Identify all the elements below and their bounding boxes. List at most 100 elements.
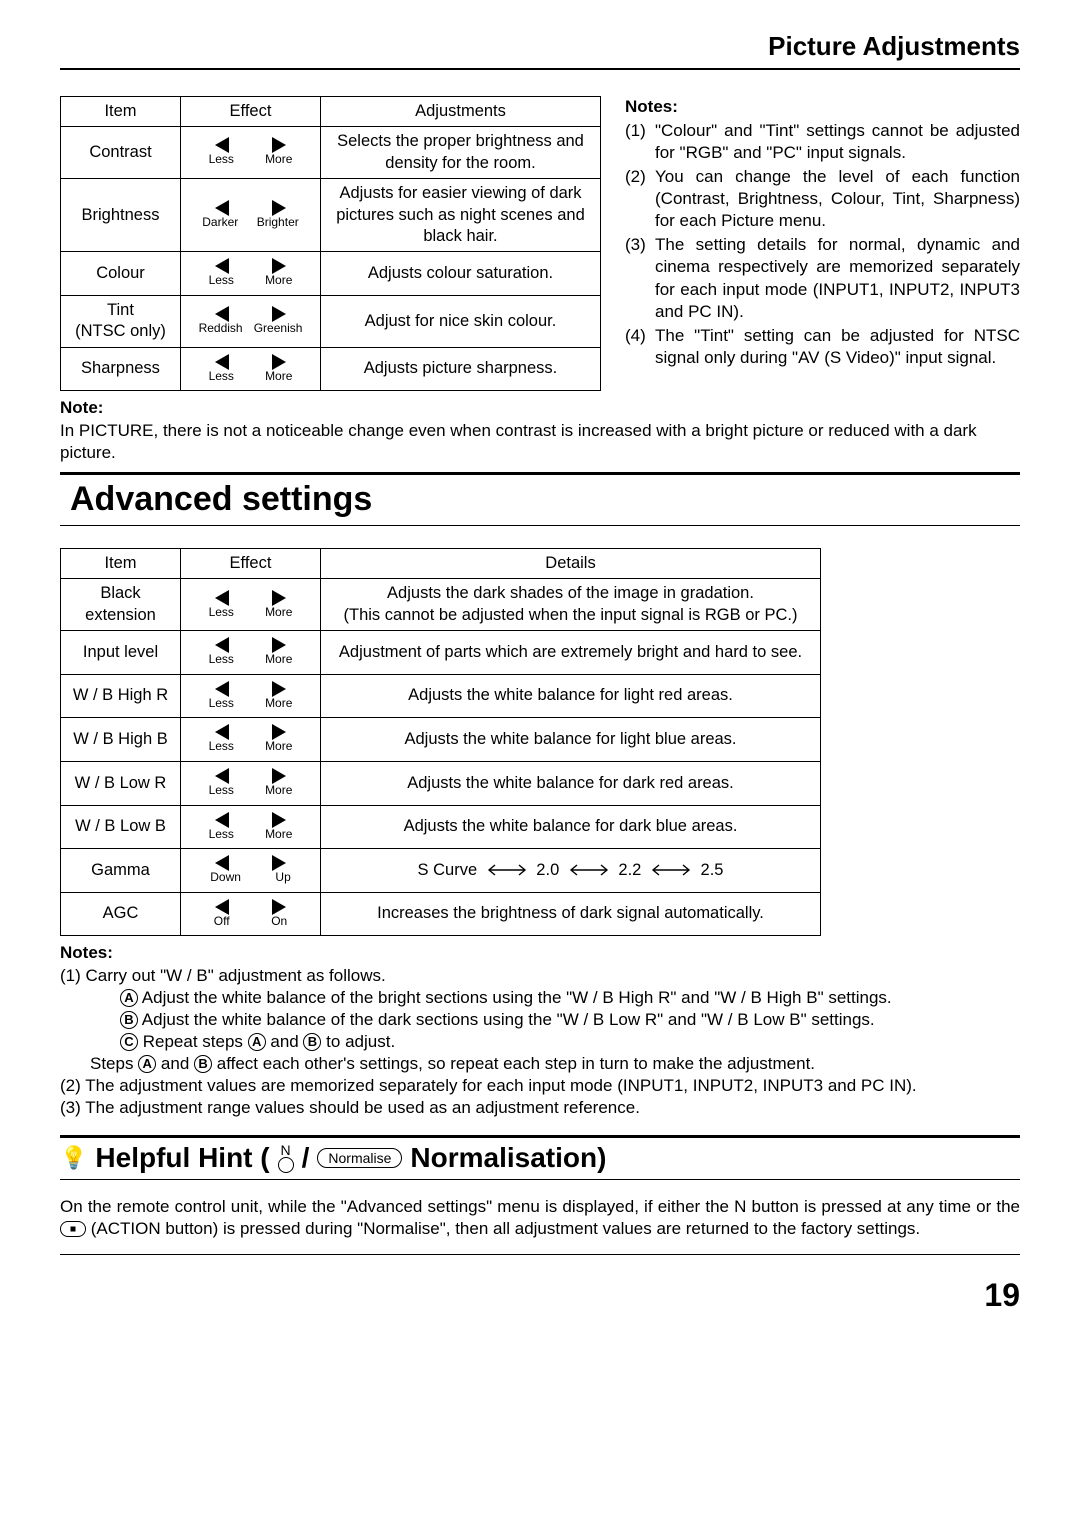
table-row: BlackextensionLessMoreAdjusts the dark s…	[61, 579, 821, 631]
circle-a-icon: A	[138, 1055, 156, 1073]
effect-left-label: Darker	[202, 215, 238, 231]
note-item: (3)The setting details for normal, dynam…	[625, 234, 1020, 322]
effect-cell: LessMore	[181, 579, 321, 631]
right-arrow-icon	[272, 200, 286, 216]
divider	[60, 525, 1020, 526]
note-item: (1)"Colour" and "Tint" settings cannot b…	[625, 120, 1020, 164]
step-a: A Adjust the white balance of the bright…	[60, 987, 1020, 1009]
circle-b-icon: B	[194, 1055, 212, 1073]
circle-b-icon: B	[120, 1011, 138, 1029]
note-2: (2) The adjustment values are memorized …	[60, 1075, 1020, 1097]
picture-adjustments-table: Item Effect Adjustments ContrastLessMore…	[60, 96, 601, 392]
left-arrow-icon	[215, 724, 229, 740]
right-arrow-icon	[272, 681, 286, 697]
step-b: B Adjust the white balance of the dark s…	[60, 1009, 1020, 1031]
effect-cell: Less More	[181, 762, 321, 806]
item-cell: Contrast	[61, 127, 181, 179]
details-cell: Adjusts the dark shades of the image in …	[321, 579, 821, 631]
note-text: In PICTURE, there is not a noticeable ch…	[60, 421, 977, 462]
table-row: Tint(NTSC only)ReddishGreenishAdjust for…	[61, 296, 601, 348]
divider	[60, 1254, 1020, 1255]
effect-right-label: More	[265, 652, 292, 668]
left-arrow-icon	[215, 137, 229, 153]
effect-right-label: More	[265, 739, 292, 755]
effect-cell: Darker Brighter	[181, 179, 321, 252]
item-cell: Gamma	[61, 849, 181, 893]
steps-note: Steps A and B affect each other's settin…	[60, 1053, 1020, 1075]
divider	[60, 1135, 1020, 1138]
effect-right-label: Up	[275, 870, 290, 886]
left-arrow-icon	[215, 306, 229, 322]
details-cell: Increases the brightness of dark signal …	[321, 892, 821, 936]
item-cell: Sharpness	[61, 347, 181, 391]
bottom-notes: Notes: (1) Carry out "W / B" adjustment …	[60, 942, 1020, 1119]
item-cell: Brightness	[61, 179, 181, 252]
th-details: Details	[321, 548, 821, 578]
effect-cell: Reddish Greenish	[181, 296, 321, 348]
bulb-icon: 💡	[60, 1144, 87, 1173]
circle-c-icon: C	[120, 1033, 138, 1051]
note-below: Note: In PICTURE, there is not a noticea…	[60, 397, 1020, 463]
left-arrow-icon	[215, 637, 229, 653]
note-1: (1) Carry out "W / B" adjustment as foll…	[60, 965, 1020, 987]
effect-left-label: Less	[209, 273, 234, 289]
details-cell: Adjustment of parts which are extremely …	[321, 631, 821, 675]
normalise-button-icon: Normalise	[317, 1148, 402, 1168]
effect-left-label: Less	[209, 739, 234, 755]
item-cell: Tint(NTSC only)	[61, 296, 181, 348]
effect-cell: LessMore	[181, 805, 321, 849]
right-arrow-icon	[272, 137, 286, 153]
details-cell: S Curve 2.0 2.2 2.5	[321, 849, 821, 893]
table-row: AGCOffOnIncreases the brightness of dark…	[61, 892, 821, 936]
effect-right-label: More	[265, 273, 292, 289]
right-arrow-icon	[272, 812, 286, 828]
details-cell: Adjusts the white balance for dark blue …	[321, 805, 821, 849]
page-title: Picture Adjustments	[60, 30, 1020, 64]
effect-left-label: Off	[214, 914, 230, 930]
effect-left-label: Reddish	[199, 321, 243, 337]
left-arrow-icon	[215, 258, 229, 274]
right-arrow-icon	[272, 768, 286, 784]
left-arrow-icon	[215, 681, 229, 697]
helpful-hint-heading: 💡 Helpful Hint ( N / Normalise Normalisa…	[60, 1140, 1020, 1176]
circle-a-icon: A	[248, 1033, 266, 1051]
adjustment-cell: Adjusts picture sharpness.	[321, 347, 601, 391]
effect-right-label: More	[265, 783, 292, 799]
effect-left-label: Less	[209, 652, 234, 668]
effect-cell: LessMore	[181, 127, 321, 179]
note-3: (3) The adjustment range values should b…	[60, 1097, 1020, 1119]
item-cell: W / B High B	[61, 718, 181, 762]
n-button-icon: N	[278, 1143, 294, 1173]
right-arrow-icon	[272, 258, 286, 274]
right-arrow-icon	[272, 590, 286, 606]
section-title: Advanced settings	[70, 477, 1020, 521]
table-row: W / B Low BLessMoreAdjusts the white bal…	[61, 805, 821, 849]
circle-b-icon: B	[303, 1033, 321, 1051]
table-row: W / B High RLessMoreAdjusts the white ba…	[61, 674, 821, 718]
effect-left-label: Less	[209, 369, 234, 385]
effect-left-label: Less	[209, 152, 234, 168]
effect-right-label: More	[265, 696, 292, 712]
effect-cell: Less More	[181, 631, 321, 675]
left-arrow-icon	[215, 899, 229, 915]
effect-right-label: Greenish	[254, 321, 303, 337]
item-cell: Blackextension	[61, 579, 181, 631]
effect-right-label: Brighter	[257, 215, 299, 231]
right-arrow-icon	[272, 899, 286, 915]
right-arrow-icon	[272, 637, 286, 653]
table-row: Input level Less More Adjustment of parts w…	[61, 631, 821, 675]
item-cell: W / B Low R	[61, 762, 181, 806]
th-adjustments: Adjustments	[321, 96, 601, 126]
right-arrow-icon	[272, 354, 286, 370]
effect-cell: DownUp	[181, 849, 321, 893]
item-cell: W / B Low B	[61, 805, 181, 849]
details-cell: Adjusts the white balance for light blue…	[321, 718, 821, 762]
left-arrow-icon	[215, 855, 229, 871]
note-item: (4)The "Tint" setting can be adjusted fo…	[625, 325, 1020, 369]
effect-left-label: Less	[209, 783, 234, 799]
right-arrow-icon	[272, 306, 286, 322]
effect-cell: Less More	[181, 718, 321, 762]
table-row: ContrastLessMoreSelects the proper brigh…	[61, 127, 601, 179]
item-cell: Input level	[61, 631, 181, 675]
details-cell: Adjusts the white balance for dark red a…	[321, 762, 821, 806]
